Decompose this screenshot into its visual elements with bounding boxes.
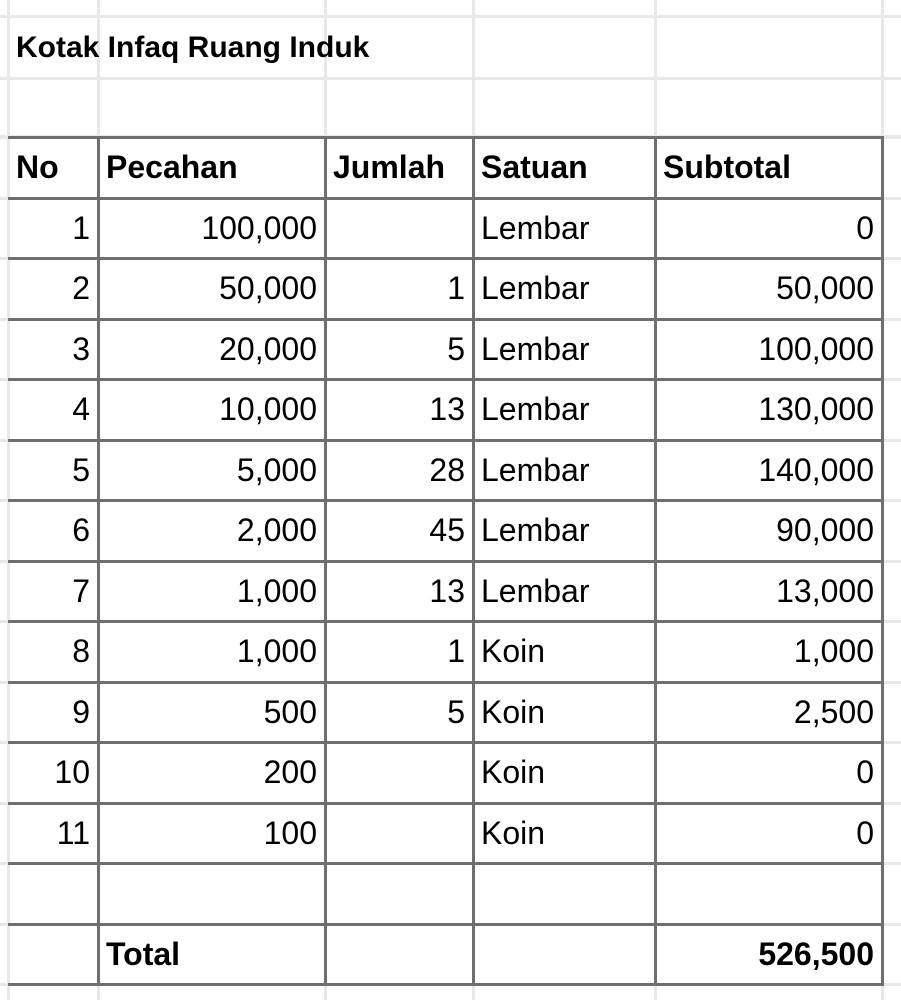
table-cell[interactable]: 2,500 xyxy=(793,694,874,730)
table-cell[interactable]: 10 xyxy=(54,754,90,790)
empty-cell[interactable] xyxy=(8,863,98,923)
table-cell[interactable]: Lembar xyxy=(481,331,590,367)
header-cell[interactable]: No xyxy=(16,149,59,185)
table-cell[interactable]: 28 xyxy=(429,452,465,488)
table-cell[interactable]: 100,000 xyxy=(201,210,317,246)
header-cell[interactable]: Satuan xyxy=(481,149,588,185)
table-cell[interactable]: 6 xyxy=(72,512,90,548)
table-cell[interactable]: Koin xyxy=(481,633,546,669)
table-border xyxy=(8,681,884,684)
table-cell[interactable]: 0 xyxy=(856,754,874,790)
table-cell[interactable]: Lembar xyxy=(481,512,590,548)
table-border xyxy=(8,560,884,563)
table-cell[interactable]: 5,000 xyxy=(236,452,317,488)
table-cell[interactable]: Lembar xyxy=(481,573,590,609)
empty-cell[interactable] xyxy=(8,924,98,984)
table-cell[interactable]: 5 xyxy=(447,694,465,730)
table-cell[interactable]: 1,000 xyxy=(793,633,874,669)
table-cell[interactable]: 100 xyxy=(263,815,317,851)
empty-cell[interactable] xyxy=(473,863,655,923)
gridline xyxy=(0,15,901,18)
table-cell[interactable]: 8 xyxy=(72,633,90,669)
table-cell[interactable]: 45 xyxy=(429,512,465,548)
table-cell[interactable]: 0 xyxy=(856,210,874,246)
empty-cell[interactable] xyxy=(655,863,882,923)
table-cell[interactable] xyxy=(325,742,473,802)
table-cell[interactable]: 2 xyxy=(72,270,90,306)
table-cell[interactable]: 130,000 xyxy=(758,391,874,427)
table-cell[interactable]: 13 xyxy=(429,573,465,609)
table-cell[interactable]: Lembar xyxy=(481,210,590,246)
table-cell[interactable]: 1 xyxy=(447,633,465,669)
table-border xyxy=(8,257,884,260)
table-cell[interactable]: 100,000 xyxy=(758,331,874,367)
table-cell[interactable]: 7 xyxy=(72,573,90,609)
sheet-title[interactable]: Kotak Infaq Ruang Induk xyxy=(16,31,370,64)
table-border xyxy=(881,136,884,985)
table-cell[interactable]: 11 xyxy=(56,815,90,851)
table-cell[interactable]: Lembar xyxy=(481,452,590,488)
table-border xyxy=(8,499,884,502)
table-cell[interactable]: 3 xyxy=(72,331,90,367)
header-cell[interactable]: Pecahan xyxy=(106,149,238,185)
table-cell[interactable]: 13,000 xyxy=(776,573,874,609)
table-border xyxy=(8,983,884,986)
table-border xyxy=(8,378,884,381)
empty-cell[interactable] xyxy=(98,863,325,923)
table-cell[interactable]: 5 xyxy=(72,452,90,488)
table-cell[interactable]: 10,000 xyxy=(219,391,317,427)
empty-cell[interactable] xyxy=(325,863,473,923)
table-cell[interactable]: 50,000 xyxy=(219,270,317,306)
table-cell[interactable]: 9 xyxy=(72,694,90,730)
table-border xyxy=(654,136,657,985)
table-border xyxy=(8,802,884,805)
table-border xyxy=(324,136,327,985)
table-border xyxy=(472,136,475,985)
table-cell[interactable]: 1 xyxy=(447,270,465,306)
table-cell[interactable]: 1,000 xyxy=(236,573,317,609)
table-border xyxy=(8,741,884,744)
table-cell[interactable]: 5 xyxy=(447,331,465,367)
table-border xyxy=(8,318,884,321)
table-cell[interactable]: 4 xyxy=(72,391,90,427)
table-border xyxy=(8,862,884,865)
table-cell[interactable] xyxy=(325,198,473,258)
table-border xyxy=(8,439,884,442)
table-cell[interactable]: 1,000 xyxy=(236,633,317,669)
table-cell[interactable]: Lembar xyxy=(481,270,590,306)
table-cell[interactable]: 200 xyxy=(263,754,317,790)
total-label[interactable]: Total xyxy=(106,936,181,972)
table-border xyxy=(97,136,100,985)
gridline xyxy=(0,77,901,80)
table-cell[interactable]: Koin xyxy=(481,694,546,730)
table-border xyxy=(8,197,884,200)
table-cell[interactable]: Lembar xyxy=(481,391,590,427)
table-cell[interactable]: 0 xyxy=(856,815,874,851)
table-cell[interactable]: 50,000 xyxy=(776,270,874,306)
empty-cell[interactable] xyxy=(473,924,655,984)
table-cell[interactable]: 500 xyxy=(263,694,317,730)
table-cell[interactable] xyxy=(325,803,473,863)
header-cell[interactable]: Jumlah xyxy=(333,149,446,185)
table-border xyxy=(8,620,884,623)
table-cell[interactable]: 13 xyxy=(429,391,465,427)
table-cell[interactable]: Koin xyxy=(481,754,546,790)
empty-cell[interactable] xyxy=(325,924,473,984)
table-cell[interactable]: 140,000 xyxy=(758,452,874,488)
total-value[interactable]: 526,500 xyxy=(758,936,874,972)
table-cell[interactable]: 1 xyxy=(72,210,90,246)
table-border xyxy=(8,923,884,926)
table-cell[interactable]: 2,000 xyxy=(236,512,317,548)
table-cell[interactable]: 20,000 xyxy=(219,331,317,367)
header-cell[interactable]: Subtotal xyxy=(663,149,791,185)
table-border xyxy=(8,136,884,139)
table-cell[interactable]: Koin xyxy=(481,815,546,851)
table-cell[interactable]: 90,000 xyxy=(776,512,874,548)
